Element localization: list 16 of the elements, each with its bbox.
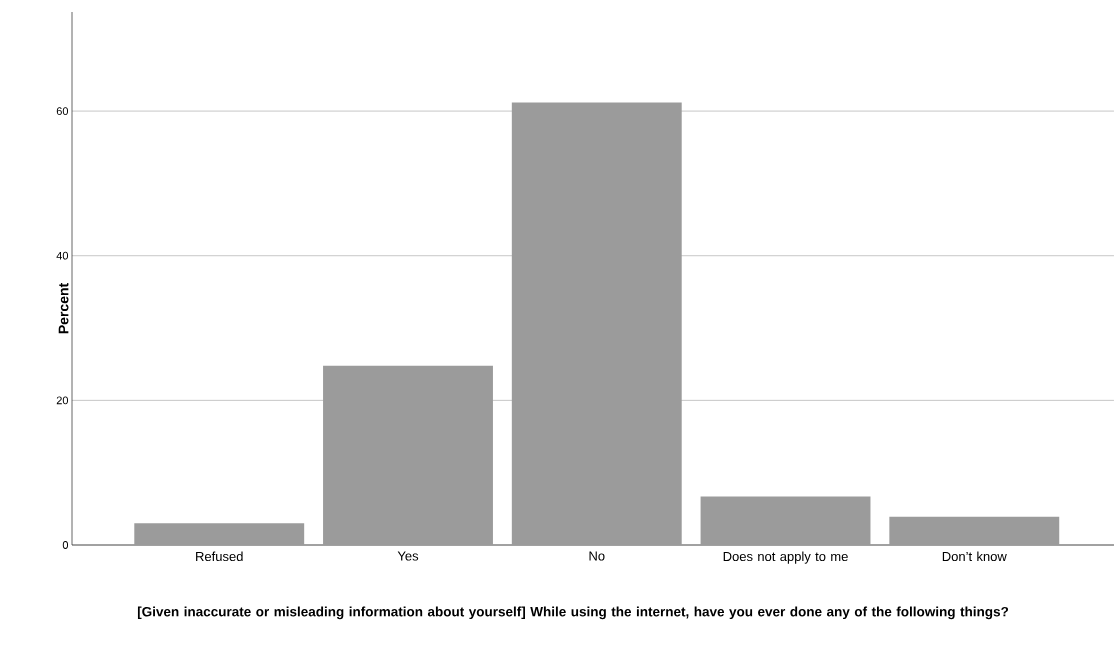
x-tick-label: Don’t know (942, 551, 1007, 562)
y-tick-label: 0 (62, 541, 69, 549)
x-tick-label: Yes (397, 551, 419, 561)
bar (700, 496, 871, 545)
bar (511, 102, 682, 545)
y-axis-title: Percent (58, 283, 69, 334)
x-tick-label: Refused (196, 551, 243, 562)
bar (323, 365, 493, 545)
y-tick-label: 60 (56, 107, 69, 115)
y-tick-label: 40 (56, 251, 69, 260)
x-tick-label: Does not apply to me (723, 551, 848, 564)
y-tick-label: 20 (56, 396, 69, 405)
x-tick-label: No (589, 551, 605, 561)
bar (134, 523, 305, 545)
x-axis-title: [Given inaccurate or misleading information about yourself] While using the internet, have you ever done any of the following things? (137, 606, 1009, 620)
bar (889, 516, 1060, 545)
